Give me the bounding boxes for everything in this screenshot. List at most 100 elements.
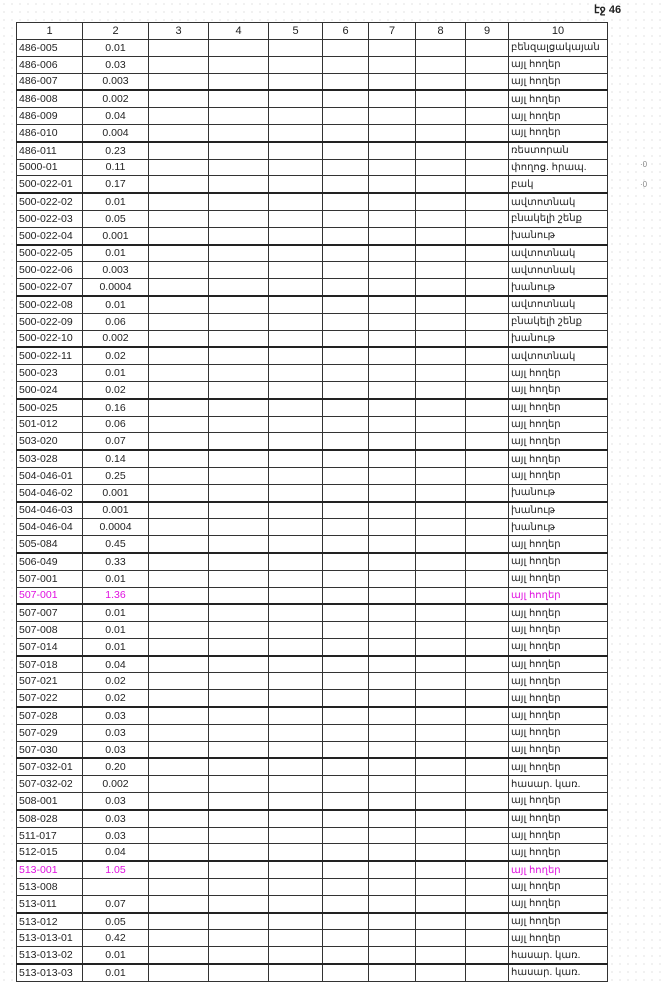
table-row: 507-030 0.03 այլ հողեր: [16, 740, 608, 760]
table-row: 505-084 0.45 այլ հողեր: [16, 535, 608, 554]
empty-cell: [268, 295, 323, 314]
empty-cell: [148, 107, 209, 125]
empty-cell: [148, 226, 209, 246]
parcel-area: 0.04: [82, 655, 149, 674]
empty-cell: [415, 364, 466, 382]
empty-cell: [465, 826, 509, 845]
empty-cell: [368, 878, 416, 896]
empty-cell: [208, 706, 269, 725]
empty-cell: [465, 655, 509, 674]
empty-cell: [465, 55, 509, 74]
land-use: այլ հողեր: [508, 878, 608, 896]
empty-cell: [268, 192, 323, 211]
table-row: 501-012 0.06 այլ հողեր: [16, 415, 608, 434]
parcel-area: 0.001: [82, 483, 149, 503]
empty-cell: [148, 398, 209, 417]
empty-cell: [148, 55, 209, 74]
parcel-area: 0.07: [82, 432, 149, 452]
parcel-code: 486-007: [16, 72, 83, 92]
empty-cell: [415, 346, 466, 366]
land-use: ավտոտնակ: [508, 244, 608, 263]
table-row: 511-017 0.03 այլ հողեր: [16, 826, 608, 845]
empty-cell: [322, 483, 369, 503]
empty-cell: [208, 141, 269, 160]
empty-cell: [465, 603, 509, 623]
empty-cell: [368, 55, 416, 74]
empty-cell: [268, 123, 323, 143]
parcel-area: 0.003: [82, 72, 149, 92]
empty-cell: [322, 278, 369, 297]
land-use: այլ հողեր: [508, 55, 608, 74]
empty-cell: [322, 329, 369, 349]
table-row: 486-007 0.003 այլ հողեր: [16, 72, 608, 92]
empty-cell: [268, 723, 323, 742]
land-use: այլ հողեր: [508, 621, 608, 639]
land-use: այլ հողեր: [508, 826, 608, 845]
empty-cell: [148, 723, 209, 742]
empty-cell: [148, 466, 209, 485]
parcel-area: 0.05: [82, 209, 149, 228]
empty-cell: [322, 552, 369, 571]
empty-cell: [148, 364, 209, 382]
empty-cell: [368, 141, 416, 160]
empty-cell: [368, 175, 416, 195]
empty-cell: [322, 415, 369, 434]
empty-cell: [322, 72, 369, 92]
empty-cell: [415, 535, 466, 554]
empty-cell: [208, 672, 269, 691]
empty-cell: [415, 878, 466, 896]
empty-cell: [322, 826, 369, 845]
empty-cell: [322, 946, 369, 966]
empty-cell: [268, 501, 323, 520]
parcel-code: 500-024: [16, 380, 83, 400]
empty-cell: [415, 295, 466, 314]
empty-cell: [415, 775, 466, 794]
empty-cell: [208, 39, 269, 57]
empty-cell: [465, 740, 509, 760]
land-use: այլ հողեր: [508, 843, 608, 863]
empty-cell: [415, 929, 466, 948]
empty-cell: [465, 295, 509, 314]
land-use: այլ հողեր: [508, 603, 608, 623]
parcel-area: 0.17: [82, 175, 149, 195]
empty-cell: [368, 261, 416, 280]
empty-cell: [415, 706, 466, 725]
empty-cell: [268, 244, 323, 263]
empty-cell: [368, 466, 416, 485]
empty-cell: [322, 672, 369, 691]
empty-cell: [465, 501, 509, 520]
empty-cell: [148, 792, 209, 811]
parcel-area: 0.01: [82, 295, 149, 314]
empty-cell: [465, 209, 509, 228]
parcel-code: 500-025: [16, 398, 83, 417]
table-row: 486-010 0.004 այլ հողեր: [16, 123, 608, 143]
empty-cell: [208, 466, 269, 485]
empty-cell: [208, 226, 269, 246]
empty-cell: [322, 757, 369, 777]
parcel-code: 500-023: [16, 364, 83, 382]
parcel-code: 507-014: [16, 637, 83, 657]
parcel-area: 0.05: [82, 912, 149, 931]
empty-cell: [465, 723, 509, 742]
table-row: 486-011 0.23 ռեստորան: [16, 141, 608, 160]
empty-cell: [465, 261, 509, 280]
empty-cell: [148, 483, 209, 503]
table-row: 513-012 0.05 այլ հողեր: [16, 912, 608, 931]
empty-cell: [368, 757, 416, 777]
table-row: 512-015 0.04 այլ հողեր: [16, 843, 608, 863]
empty-cell: [322, 192, 369, 211]
empty-cell: [465, 346, 509, 366]
empty-cell: [415, 415, 466, 434]
parcel-code: 508-028: [16, 809, 83, 828]
land-use: այլ հողեր: [508, 415, 608, 434]
empty-cell: [415, 278, 466, 297]
parcel-area: 0.11: [82, 158, 149, 177]
parcel-area: 0.02: [82, 672, 149, 691]
empty-cell: [368, 449, 416, 468]
empty-cell: [465, 929, 509, 948]
empty-cell: [208, 586, 269, 606]
column-header-6: 6: [322, 22, 369, 40]
empty-cell: [208, 929, 269, 948]
empty-cell: [268, 689, 323, 709]
land-use: բնակելի շենք: [508, 209, 608, 228]
